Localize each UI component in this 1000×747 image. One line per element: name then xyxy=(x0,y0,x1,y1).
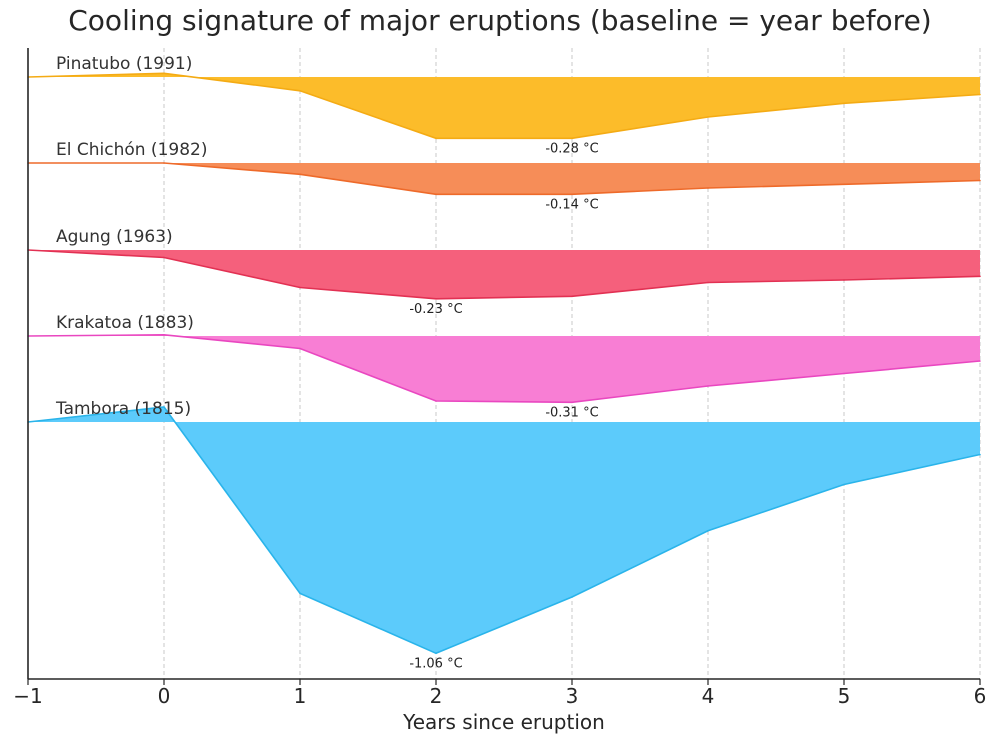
x-tick-label: 5 xyxy=(838,684,851,708)
data-point xyxy=(299,347,301,350)
annotation-label: -0.14 °C xyxy=(545,197,598,212)
data-point xyxy=(707,116,709,118)
data-point xyxy=(843,483,845,486)
series-label: Krakatoa (1883) xyxy=(56,313,194,333)
series-label: Tambora (1815) xyxy=(55,399,191,419)
x-tick-label: 0 xyxy=(158,684,171,708)
data-point xyxy=(435,137,437,140)
data-point xyxy=(843,372,845,375)
x-tick-label: −1 xyxy=(13,684,42,708)
series-area xyxy=(28,250,980,299)
series-area xyxy=(28,334,980,403)
series-group: El Chichón (1982) -0.14 °C xyxy=(27,140,981,212)
series-label: Pinatubo (1991) xyxy=(56,54,192,74)
data-point xyxy=(299,173,301,176)
series-group: Krakatoa (1883) -0.31 °C xyxy=(27,313,981,420)
x-tick-label: 6 xyxy=(974,684,987,708)
data-point xyxy=(979,93,981,96)
x-tick-label: 2 xyxy=(430,684,443,708)
axis-layer xyxy=(27,48,980,680)
data-point xyxy=(163,162,165,164)
data-point xyxy=(299,592,301,595)
series-label: Agung (1963) xyxy=(56,227,173,247)
tick-layer: −1 0 1 2 3 4 5 6 xyxy=(13,679,986,708)
data-point xyxy=(843,279,845,281)
data-point xyxy=(571,137,573,140)
data-point xyxy=(979,360,981,362)
series-layer: Pinatubo (1991)-0.28 °CEl Chichón (1982)… xyxy=(27,54,981,671)
data-point xyxy=(163,72,165,75)
series-line xyxy=(27,406,981,655)
data-point xyxy=(979,179,981,182)
data-point xyxy=(707,530,709,532)
data-point xyxy=(435,298,437,300)
annotation-label: -1.06 °C xyxy=(409,656,462,671)
series-area xyxy=(28,407,980,654)
series-area xyxy=(28,73,980,139)
x-axis-label: Years since eruption xyxy=(402,710,605,734)
x-tick-label: 1 xyxy=(294,684,307,708)
annotation-label: -0.23 °C xyxy=(409,302,462,317)
chart-title: Cooling signature of major eruptions (ba… xyxy=(68,4,932,37)
data-point xyxy=(707,281,709,284)
data-point xyxy=(707,385,709,387)
data-point xyxy=(571,295,573,298)
annotation-label: -0.28 °C xyxy=(545,141,598,156)
series-line xyxy=(27,333,981,404)
series-line xyxy=(28,162,981,196)
series-area xyxy=(28,163,980,195)
data-point xyxy=(843,102,845,105)
data-point xyxy=(163,334,165,336)
series-line xyxy=(27,249,981,300)
x-tick-label: 4 xyxy=(702,684,715,708)
data-point xyxy=(979,453,981,456)
series-line xyxy=(27,72,981,140)
x-tick-label: 3 xyxy=(566,684,579,708)
data-point xyxy=(163,406,165,408)
series-group: Agung (1963) -0.23 °C xyxy=(27,227,981,317)
data-point xyxy=(843,183,845,186)
data-point xyxy=(979,275,981,278)
annotation-label: -0.31 °C xyxy=(545,405,598,420)
series-label: El Chichón (1982) xyxy=(56,140,207,160)
data-point xyxy=(299,90,301,92)
data-point xyxy=(571,193,573,196)
data-point xyxy=(571,596,573,598)
series-group: Tambora (1815) -1.06 °C xyxy=(27,399,981,671)
data-point xyxy=(435,193,437,196)
data-point xyxy=(707,187,709,189)
data-point xyxy=(571,401,573,404)
data-point xyxy=(435,652,437,655)
series-group: Pinatubo (1991) -0.28 °C xyxy=(27,54,981,156)
data-point xyxy=(163,256,165,259)
data-point xyxy=(435,400,437,402)
data-point xyxy=(299,286,301,289)
